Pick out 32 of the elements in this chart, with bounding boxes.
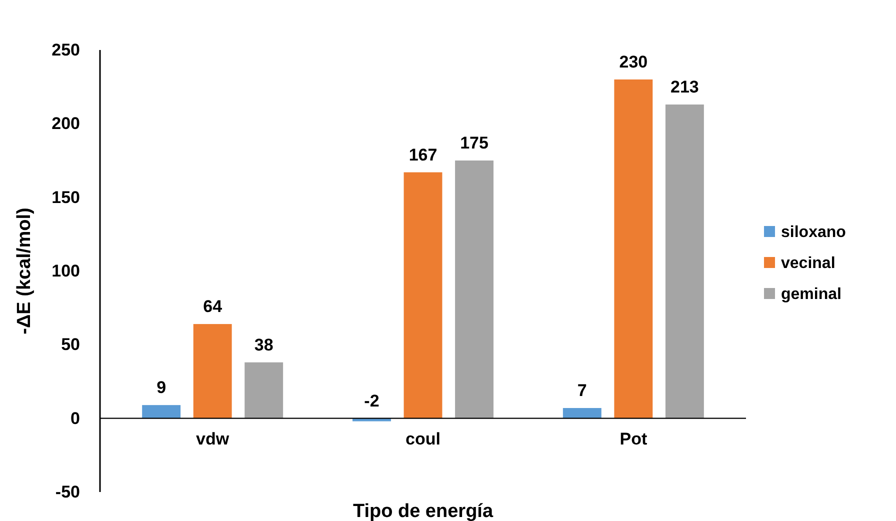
bar xyxy=(455,160,494,418)
y-tick-label: 100 xyxy=(52,261,80,280)
data-label: 175 xyxy=(460,134,488,152)
data-label: 230 xyxy=(619,52,648,72)
bar xyxy=(142,405,181,418)
legend-label: siloxano xyxy=(781,224,846,241)
data-label: 213 xyxy=(670,78,699,97)
x-axis-title: Tipo de energía xyxy=(352,501,494,521)
y-tick-label: 250 xyxy=(52,40,80,60)
x-tick-label: Pot xyxy=(620,429,648,448)
y-axis-title: -ΔE (kcal/mol) xyxy=(14,208,35,334)
legend-label: vecinal xyxy=(781,255,836,272)
bar xyxy=(614,79,653,418)
bar xyxy=(244,362,284,418)
bar xyxy=(404,172,442,418)
y-tick-label: 200 xyxy=(52,114,80,134)
data-label: 64 xyxy=(203,297,223,316)
y-tick-label: 150 xyxy=(52,188,80,207)
bar xyxy=(562,408,602,418)
bar xyxy=(193,324,232,418)
data-label: 167 xyxy=(408,145,438,164)
y-tick-label: 50 xyxy=(61,335,80,354)
data-label: 7 xyxy=(577,381,587,400)
x-tick-label: vdw xyxy=(196,429,230,448)
data-label: 38 xyxy=(254,335,274,354)
data-label: -2 xyxy=(364,391,380,410)
x-tick-label: coul xyxy=(406,429,440,448)
y-tick-label: -50 xyxy=(55,482,80,502)
bar xyxy=(665,104,704,418)
data-label: 9 xyxy=(156,378,166,398)
legend-label: geminal xyxy=(781,286,842,303)
y-tick-label: 0 xyxy=(70,408,80,428)
